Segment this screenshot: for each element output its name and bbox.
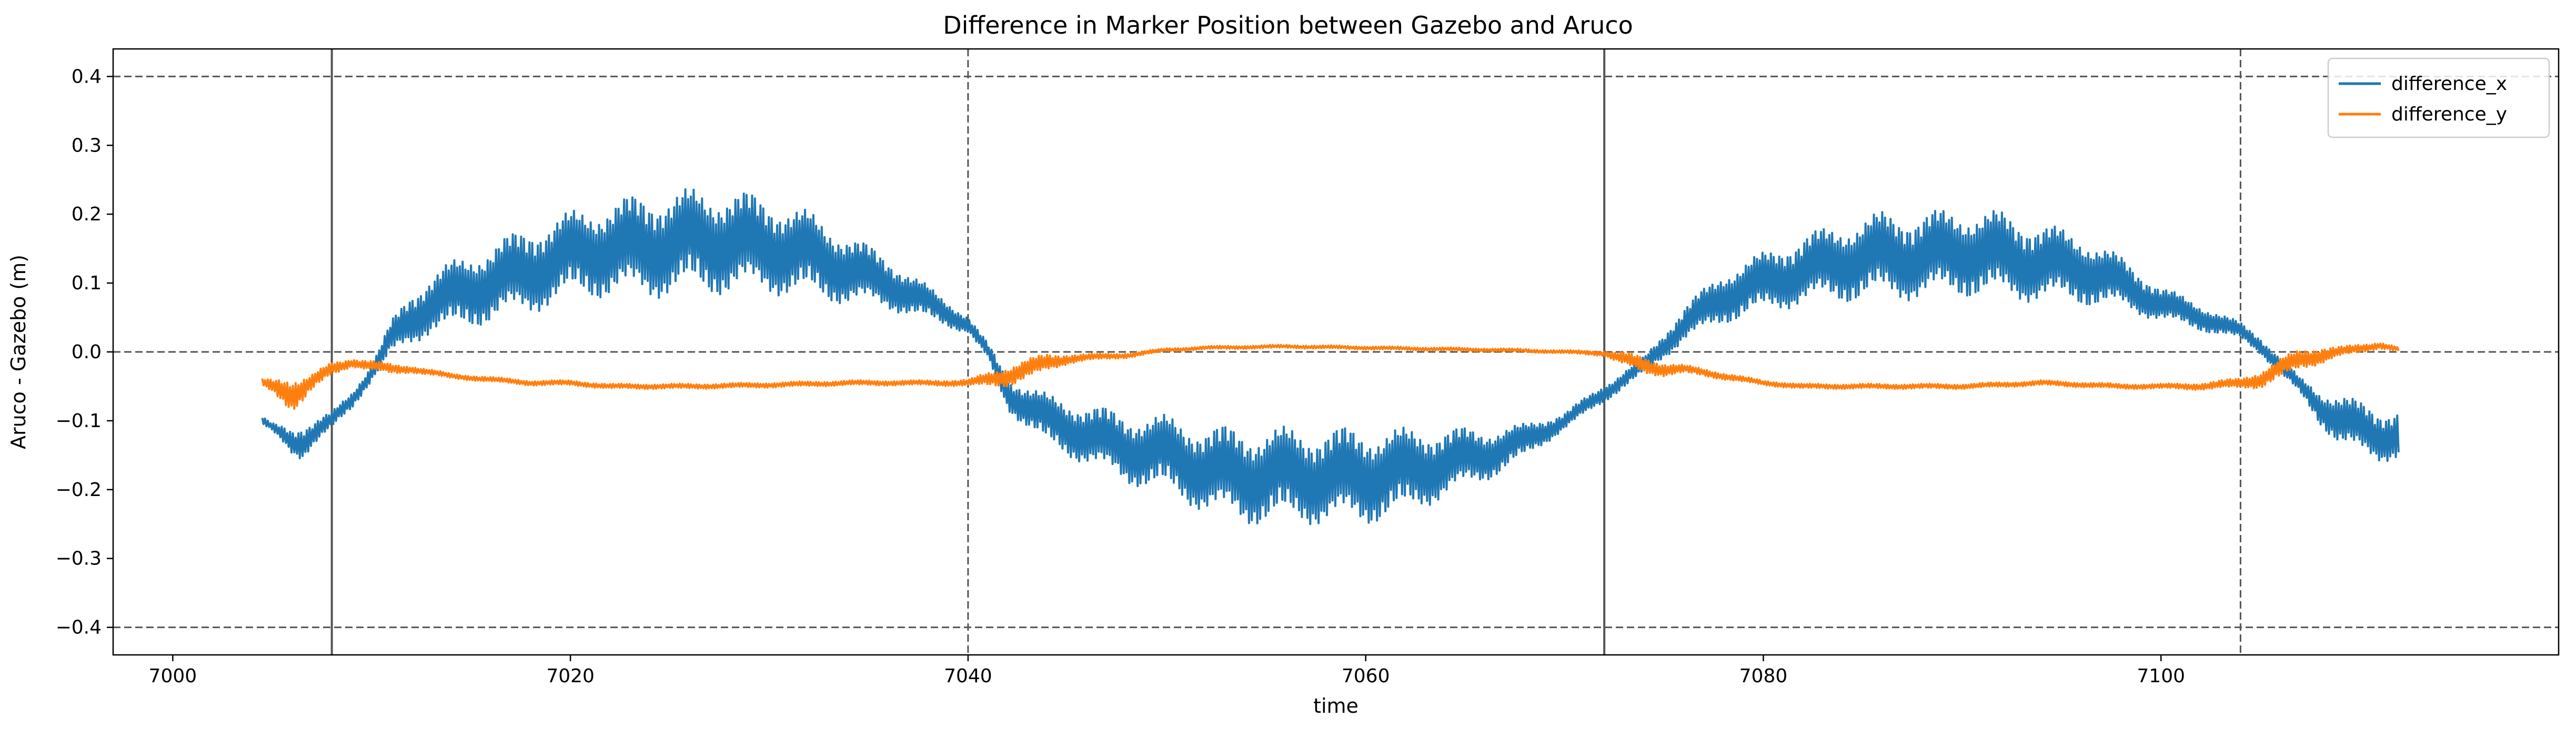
y-tick-label-5: 0.1 [72,272,102,294]
x-tick-label-3: 7060 [1342,665,1390,687]
y-tick-label-1: −0.3 [56,548,102,570]
y-tick-label-7: 0.3 [72,135,102,156]
x-axis: 7000 7020 7040 7060 7080 7100 [149,655,2185,687]
x-tick-label-0: 7000 [149,665,197,687]
legend-label-difference_x: difference_x [2391,73,2507,95]
y-axis-label: Aruco - Gazebo (m) [7,255,30,449]
y-tick-label-3: −0.1 [56,410,102,432]
x-axis-label: time [1313,694,1359,717]
y-tick-label-6: 0.2 [72,204,102,225]
x-tick-label-5: 7100 [2137,665,2185,687]
x-tick-label-1: 7020 [546,665,595,687]
y-tick-label-8: 0.4 [72,66,102,87]
reference-lines [113,49,2559,655]
x-tick-label-2: 7040 [944,665,992,687]
legend-box [2327,57,2550,138]
y-axis: −0.4 −0.3 −0.2 −0.1 0.0 0.1 0.2 0.3 0.4 [56,66,113,639]
series-line-difference_y [261,342,2400,410]
y-tick-label-2: −0.2 [56,479,102,501]
y-tick-label-4: 0.0 [72,341,102,363]
series-layer [261,188,2400,525]
series-line-difference_x [261,188,2400,525]
y-tick-label-0: −0.4 [56,617,102,639]
x-tick-label-4: 7080 [1739,665,1788,687]
legend-label-difference_y: difference_y [2391,104,2507,125]
legend: difference_x difference_y [2327,57,2550,138]
chart-title: Difference in Marker Position between Ga… [943,11,1633,39]
